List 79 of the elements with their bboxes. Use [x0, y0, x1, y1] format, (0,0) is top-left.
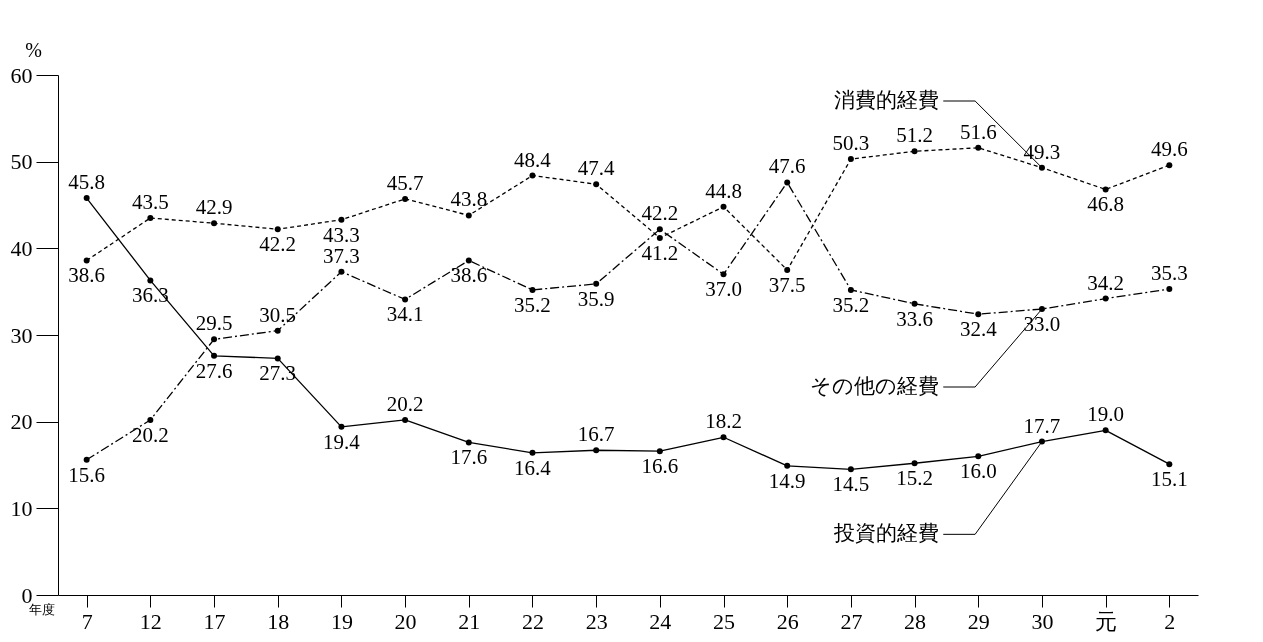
y-tick-label: 10: [10, 495, 33, 521]
y-tick-label: 50: [10, 149, 33, 175]
x-tick-label: 29: [967, 608, 990, 634]
data-label: 19.4: [323, 429, 361, 454]
data-label: 42.2: [259, 232, 297, 257]
data-label: 14.5: [832, 472, 870, 497]
y-tick-label: 60: [10, 62, 33, 88]
data-label: 42.9: [195, 195, 233, 220]
x-tick-label: 20: [394, 608, 417, 634]
x-tick-label: 27: [840, 608, 863, 634]
data-label: 34.1: [386, 302, 424, 327]
data-label: 38.6: [68, 263, 106, 288]
data-label: 43.5: [131, 190, 169, 214]
data-label: 19.0: [1087, 402, 1125, 427]
y-tick-label: 30: [10, 322, 33, 348]
data-label: 47.6: [768, 154, 806, 179]
data-label: 15.1: [1150, 467, 1188, 492]
data-label: 27.6: [195, 358, 233, 383]
x-tick-label: 28: [904, 608, 927, 634]
data-label: 17.7: [1023, 413, 1061, 438]
data-label: 27.3: [259, 361, 297, 386]
y-tick-label: 40: [10, 235, 33, 261]
x-tick-label: 24: [649, 608, 672, 634]
data-label: 46.8: [1087, 192, 1125, 217]
data-label: 16.7: [577, 422, 615, 447]
x-tick-label: 26: [776, 608, 799, 634]
x-tick-label: 18: [267, 608, 290, 634]
data-label: 32.4: [959, 317, 998, 342]
x-tick-label: 25: [713, 608, 736, 634]
data-label: 35.3: [1150, 261, 1188, 286]
data-label: 49.3: [1023, 139, 1061, 164]
data-label: 29.5: [195, 311, 233, 336]
data-label: 14.9: [768, 468, 806, 493]
x-tick-label: 元: [1095, 608, 1118, 634]
data-label: 49.6: [1150, 137, 1188, 162]
data-label: 41.2: [641, 240, 679, 265]
data-label: 18.2: [705, 409, 742, 434]
data-label: 37.5: [768, 273, 806, 297]
text: 投資的経費: [833, 521, 940, 546]
data-label: 30.5: [259, 302, 297, 327]
data-label: 37.0: [705, 277, 742, 302]
data-label: 51.6: [959, 119, 997, 144]
data-label: 48.4: [514, 147, 552, 172]
x-tick-label: 19: [330, 608, 353, 634]
data-label: 33.0: [1023, 312, 1061, 336]
x-tick-label: 2: [1164, 608, 1176, 634]
data-label: 38.6: [450, 263, 488, 288]
data-label: 16.0: [959, 459, 997, 484]
data-label: 16.6: [641, 454, 679, 479]
series-label: 消費的経費: [834, 88, 940, 112]
x-tick-label: 30: [1031, 608, 1054, 634]
x-tick-label: 22: [521, 608, 544, 634]
data-label: 15.6: [68, 462, 106, 487]
x-tick-label: 23: [585, 608, 608, 634]
data-label: 35.9: [577, 286, 615, 311]
data-label: 34.2: [1087, 270, 1125, 295]
data-label: 33.6: [896, 306, 933, 331]
data-label: 43.8: [450, 187, 488, 212]
data-label: 35.2: [832, 292, 870, 317]
data-label: 16.4: [514, 455, 552, 480]
x-tick-label: 17: [203, 608, 226, 634]
data-label: 50.3: [832, 131, 870, 156]
x-tick-label: 7: [81, 608, 93, 634]
data-label: 47.4: [577, 156, 616, 181]
data-label: 20.2: [386, 391, 424, 416]
data-label: 42.2: [641, 201, 679, 226]
data-label: 35.2: [514, 292, 551, 317]
data-label: 51.2: [896, 123, 933, 148]
data-label: 17.6: [450, 445, 488, 470]
data-label: 45.8: [68, 170, 106, 195]
x-tick-label: 21: [458, 608, 481, 634]
x-tick-label: 12: [139, 608, 162, 634]
data-label: 44.8: [705, 178, 742, 203]
y-tick-label: 20: [10, 409, 33, 435]
y-axis-title: %: [25, 38, 42, 61]
text: その他の経費: [810, 374, 940, 398]
data-label: 15.2: [896, 466, 933, 491]
data-label: 45.7: [386, 170, 424, 195]
data-label: 20.2: [131, 422, 169, 447]
